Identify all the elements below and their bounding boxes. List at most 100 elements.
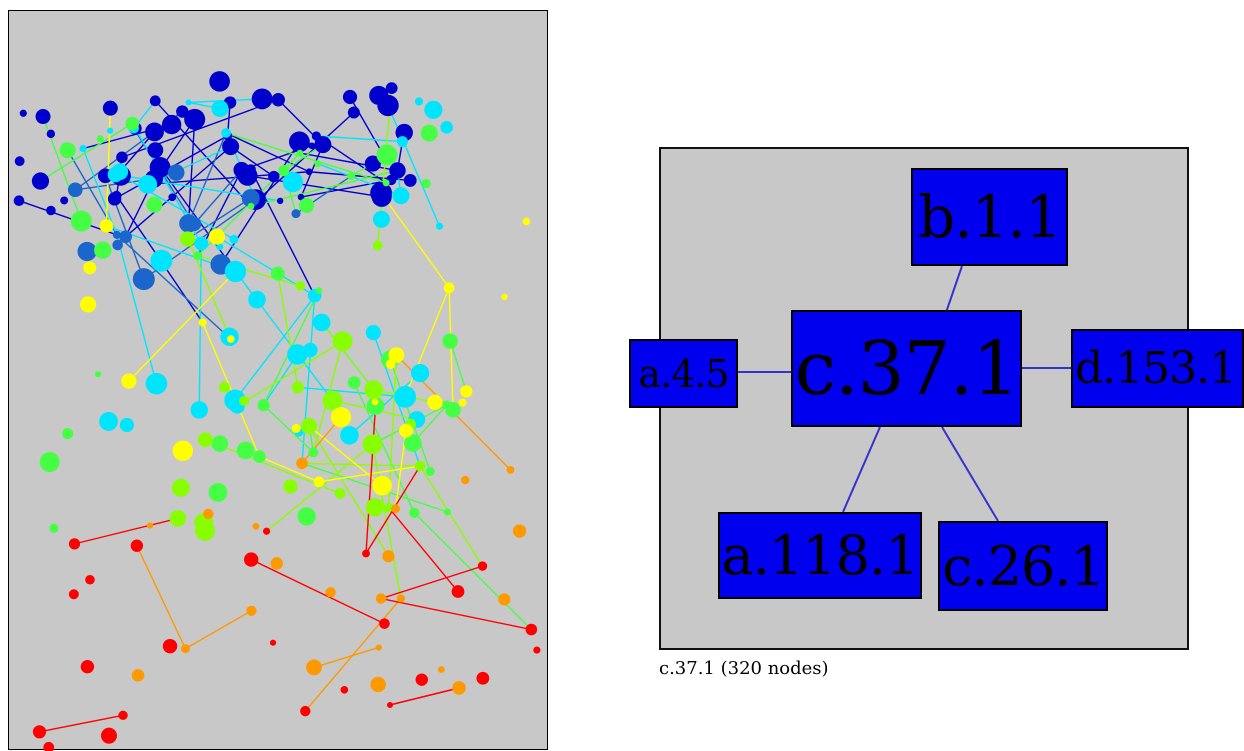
overview-node[interactable] [77, 241, 97, 262]
overview-node[interactable] [365, 325, 381, 341]
overview-node[interactable] [112, 230, 121, 239]
overview-node[interactable] [100, 727, 117, 744]
overview-node[interactable] [347, 376, 361, 390]
overview-node[interactable] [138, 174, 158, 194]
overview-node[interactable] [121, 373, 137, 389]
overview-node[interactable] [340, 426, 359, 445]
overview-node[interactable] [372, 210, 390, 228]
overview-node[interactable] [218, 381, 230, 393]
overview-node[interactable] [371, 398, 379, 406]
overview-node[interactable] [49, 523, 59, 533]
overview-node[interactable] [39, 452, 60, 473]
overview-node[interactable] [118, 710, 128, 721]
overview-node[interactable] [366, 397, 385, 415]
overview-node[interactable] [414, 460, 426, 472]
overview-node[interactable] [180, 644, 190, 654]
overview-node[interactable] [315, 287, 323, 294]
overview-node[interactable] [372, 240, 383, 251]
overview-node[interactable] [382, 550, 395, 563]
overview-node[interactable] [241, 189, 260, 208]
overview-node[interactable] [387, 701, 394, 708]
overview-node[interactable] [167, 164, 185, 181]
overview-node[interactable] [145, 372, 168, 395]
overview-node[interactable] [107, 166, 124, 183]
overview-node[interactable] [314, 160, 322, 168]
overview-node[interactable] [162, 638, 178, 654]
overview-node[interactable] [197, 432, 213, 448]
overview-node[interactable] [404, 434, 422, 452]
overview-node[interactable] [300, 417, 318, 435]
overview-node[interactable] [107, 127, 114, 134]
overview-node[interactable] [375, 593, 387, 604]
overview-node[interactable] [94, 371, 102, 378]
overview-node[interactable] [362, 434, 383, 455]
overview-node[interactable] [246, 605, 257, 616]
overview-node[interactable] [525, 623, 538, 636]
overview-node[interactable] [222, 138, 240, 156]
overview-node[interactable] [244, 552, 259, 567]
overview-node[interactable] [176, 105, 189, 118]
overview-node[interactable] [420, 124, 438, 142]
overview-node[interactable] [224, 260, 247, 283]
overview-node[interactable] [112, 239, 123, 251]
overview-node[interactable] [79, 144, 87, 153]
overview-node[interactable] [248, 290, 266, 309]
overview-node[interactable] [146, 196, 163, 213]
overview-node[interactable] [461, 475, 470, 485]
overview-node[interactable] [269, 639, 277, 646]
overview-node[interactable] [409, 507, 420, 518]
overview-node[interactable] [334, 487, 346, 499]
overview-node[interactable] [308, 142, 316, 150]
overview-node[interactable] [19, 109, 27, 117]
overview-node[interactable] [297, 193, 305, 201]
node-a-4-5[interactable]: a.4.5 [629, 339, 738, 408]
overview-node[interactable] [172, 440, 194, 461]
overview-node[interactable] [460, 385, 473, 398]
overview-node[interactable] [208, 483, 228, 502]
overview-node[interactable] [388, 347, 405, 364]
overview-node[interactable] [414, 97, 424, 106]
overview-node[interactable] [332, 331, 353, 352]
overview-node[interactable] [32, 725, 47, 739]
overview-node[interactable] [314, 136, 332, 154]
overview-node[interactable] [370, 676, 386, 693]
overview-node[interactable] [394, 385, 417, 408]
overview-graph-panel[interactable] [8, 10, 548, 751]
overview-node[interactable] [498, 593, 511, 606]
overview-node[interactable] [131, 669, 145, 682]
node-b-1-1[interactable]: b.1.1 [911, 168, 1068, 266]
overview-node[interactable] [83, 261, 97, 275]
overview-node[interactable] [247, 202, 255, 210]
overview-node[interactable] [194, 236, 209, 251]
overview-node[interactable] [208, 228, 226, 245]
overview-node[interactable] [35, 109, 51, 125]
overview-node[interactable] [99, 412, 118, 431]
overview-node[interactable] [391, 504, 400, 513]
overview-node[interactable] [296, 149, 304, 157]
overview-node[interactable] [268, 170, 280, 183]
overview-node[interactable] [396, 136, 408, 148]
overview-node[interactable] [375, 644, 382, 651]
overview-node[interactable] [270, 266, 285, 281]
overview-node[interactable] [119, 230, 132, 244]
overview-node[interactable] [31, 172, 50, 190]
overview-node[interactable] [440, 121, 453, 134]
overview-node[interactable] [377, 94, 399, 117]
overview-node[interactable] [533, 646, 541, 654]
overview-node[interactable] [389, 162, 406, 179]
overview-node[interactable] [425, 466, 435, 476]
overview-node[interactable] [257, 399, 270, 412]
overview-node[interactable] [111, 190, 122, 201]
overview-node[interactable] [365, 498, 385, 517]
overview-node[interactable] [161, 114, 182, 135]
overview-node[interactable] [421, 178, 431, 189]
overview-node[interactable] [311, 131, 321, 141]
overview-node[interactable] [283, 479, 298, 494]
overview-node[interactable] [435, 222, 444, 230]
overview-node[interactable] [252, 450, 266, 464]
overview-node[interactable] [14, 156, 25, 167]
overview-node[interactable] [376, 144, 398, 166]
overview-node[interactable] [146, 522, 154, 529]
overview-node[interactable] [102, 100, 118, 116]
overview-node[interactable] [445, 402, 461, 418]
